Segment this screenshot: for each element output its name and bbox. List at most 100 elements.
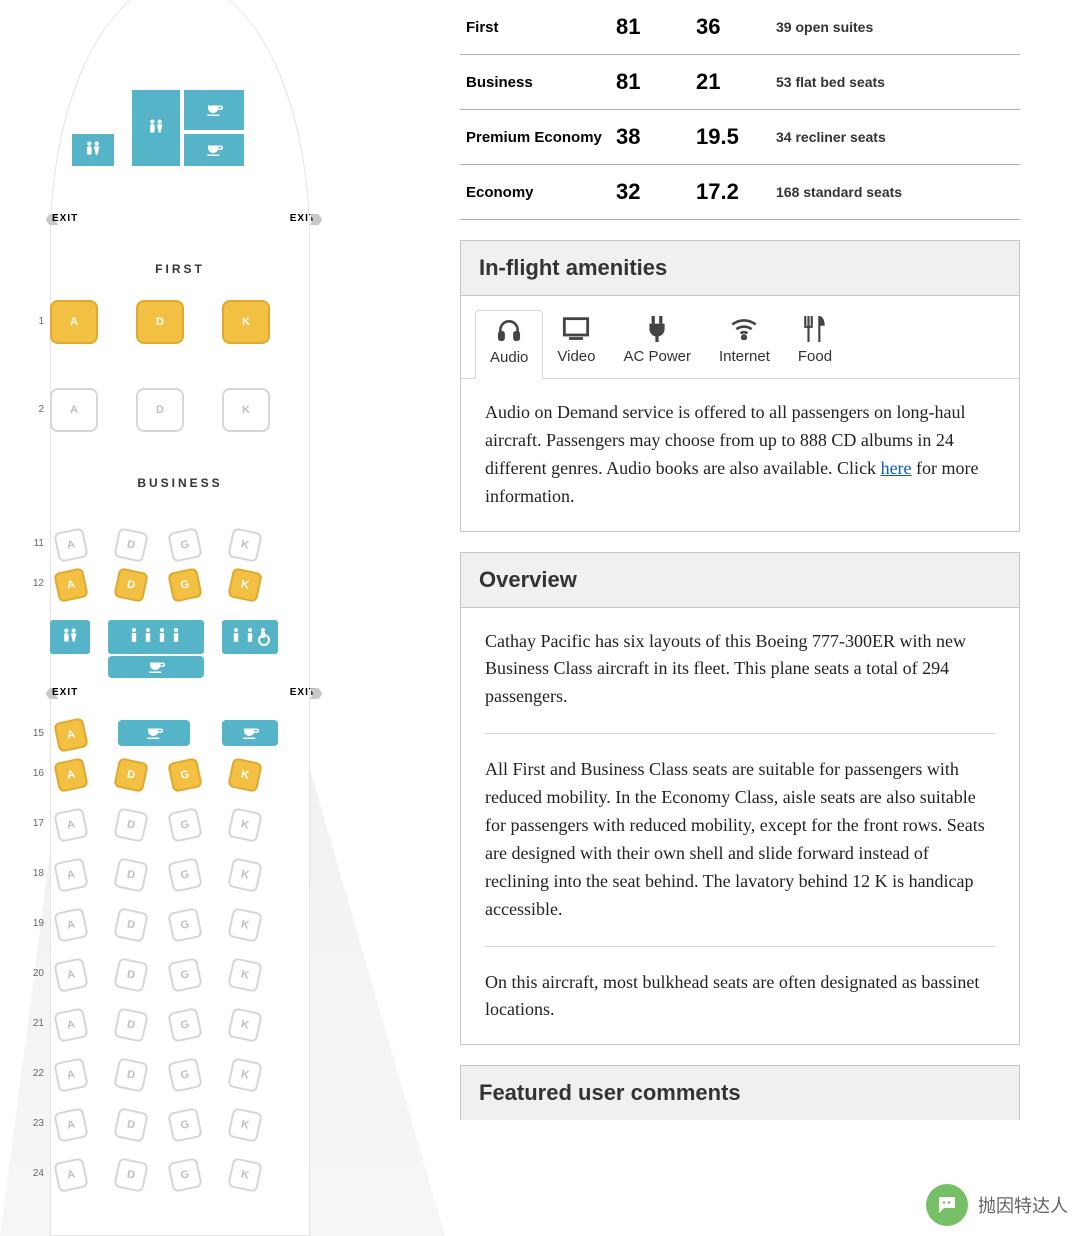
class-cell: First [460,0,610,55]
overview-p3: On this aircraft, most bulkhead seats ar… [485,969,995,1025]
seat-1A[interactable]: A [50,300,98,344]
amenity-tab-label: Audio [490,349,528,366]
seat-23D[interactable]: D [113,1107,149,1143]
service-block [184,134,244,166]
pitch-cell: 81 [610,0,690,55]
seat-22A[interactable]: A [53,1057,89,1093]
food-icon [798,316,832,344]
seat-12G[interactable]: G [167,567,203,603]
galley-bar [222,720,278,746]
amenity-tab-internet[interactable]: Internet [705,310,784,378]
amenity-tab-video[interactable]: Video [543,310,609,378]
seat-20D[interactable]: D [113,957,149,993]
seat-11G[interactable]: G [167,527,203,563]
seat-22K[interactable]: K [227,1057,263,1093]
seat-2K[interactable]: K [222,388,270,432]
seat-16G[interactable]: G [167,757,203,793]
exit-label: EXIT [52,213,78,224]
headphones-icon [490,317,528,345]
seat-12D[interactable]: D [113,567,149,603]
desc-cell: 39 open suites [770,0,1020,55]
row-number: 1 [28,316,44,327]
width-cell: 36 [690,0,770,55]
seat-19G[interactable]: G [167,907,203,943]
seat-24K[interactable]: K [227,1157,263,1193]
seat-20A[interactable]: A [53,957,89,993]
amenity-tab-food[interactable]: Food [784,310,846,378]
seat-22D[interactable]: D [113,1057,149,1093]
plug-icon [623,316,691,344]
featured-comments-panel: Featured user comments [460,1065,1020,1120]
exit-label: EXIT [290,687,316,698]
watermark: 抛因特达人 [926,1184,1068,1226]
chat-bubble-icon [926,1184,968,1226]
seat-24D[interactable]: D [113,1157,149,1193]
seat-19A[interactable]: A [53,907,89,943]
seat-15A[interactable]: A [53,717,89,753]
row-number: 24 [28,1168,44,1179]
seat-23G[interactable]: G [167,1107,203,1143]
seat-17K[interactable]: K [227,807,263,843]
seat-1K[interactable]: K [222,300,270,344]
table-row: Premium Economy3819.534 recliner seats [460,110,1020,165]
seat-21A[interactable]: A [53,1007,89,1043]
seat-2D[interactable]: D [136,388,184,432]
seat-21K[interactable]: K [227,1007,263,1043]
seat-2A[interactable]: A [50,388,98,432]
seat-24G[interactable]: G [167,1157,203,1193]
seat-23A[interactable]: A [53,1107,89,1143]
fuselage [50,0,310,1236]
pitch-cell: 81 [610,55,690,110]
section-label-business: BUSINESS [50,476,310,490]
row-number: 11 [28,538,44,549]
seat-19K[interactable]: K [227,907,263,943]
seat-12K[interactable]: K [227,567,263,603]
seat-17A[interactable]: A [53,807,89,843]
service-block [50,620,90,654]
width-cell: 19.5 [690,110,770,165]
service-block [184,90,244,130]
seat-11A[interactable]: A [53,527,89,563]
seat-16A[interactable]: A [53,757,89,793]
overview-p1: Cathay Pacific has six layouts of this B… [485,628,995,712]
seat-18A[interactable]: A [53,857,89,893]
seat-22G[interactable]: G [167,1057,203,1093]
overview-title: Overview [461,553,1019,608]
amenities-title: In-flight amenities [461,241,1019,296]
seat-11D[interactable]: D [113,527,149,563]
seat-20G[interactable]: G [167,957,203,993]
seat-11K[interactable]: K [227,527,263,563]
class-cell: Premium Economy [460,110,610,165]
seat-21D[interactable]: D [113,1007,149,1043]
seat-19D[interactable]: D [113,907,149,943]
service-block [108,620,204,654]
row-number: 17 [28,818,44,829]
seat-18D[interactable]: D [113,857,149,893]
seat-18K[interactable]: K [227,857,263,893]
section-label-first: FIRST [50,262,310,276]
amenity-tab-ac-power[interactable]: AC Power [609,310,705,378]
seat-16D[interactable]: D [113,757,149,793]
overview-p2: All First and Business Class seats are s… [485,756,995,923]
seat-20K[interactable]: K [227,957,263,993]
desc-cell: 34 recliner seats [770,110,1020,165]
watermark-text: 抛因特达人 [978,1192,1068,1218]
seat-16K[interactable]: K [227,757,263,793]
seat-18G[interactable]: G [167,857,203,893]
seat-17D[interactable]: D [113,807,149,843]
seat-map: ‹‹‹EXIT EXIT‹‹‹ ‹‹‹EXIT EXIT‹‹‹ FIRSTBUS… [0,0,445,1236]
amenities-panel: In-flight amenities Audio Video AC Power In… [460,240,1020,532]
amenity-tab-audio[interactable]: Audio [475,310,543,379]
class-cell: Business [460,55,610,110]
seat-21G[interactable]: G [167,1007,203,1043]
seat-1D[interactable]: D [136,300,184,344]
seat-24A[interactable]: A [53,1157,89,1193]
seat-12A[interactable]: A [53,567,89,603]
amenity-tab-label: AC Power [623,348,691,365]
seat-specs-table: First813639 open suitesBusiness812153 fl… [460,0,1020,220]
width-cell: 21 [690,55,770,110]
amenity-link[interactable]: here [881,458,912,478]
seat-23K[interactable]: K [227,1107,263,1143]
table-row: First813639 open suites [460,0,1020,55]
seat-17G[interactable]: G [167,807,203,843]
